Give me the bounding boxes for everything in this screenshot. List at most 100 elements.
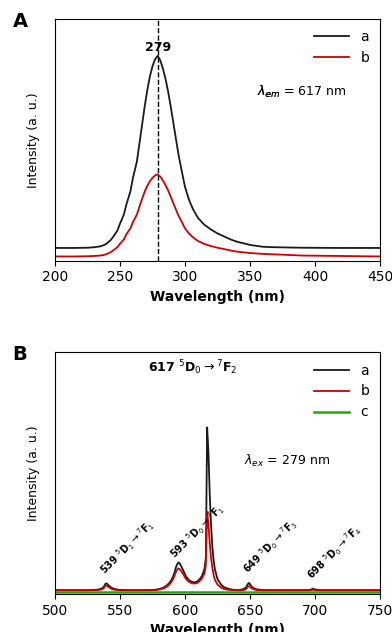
b: [166, 186, 171, 194]
a: [145, 87, 150, 94]
Text: B: B: [13, 345, 27, 364]
b: [274, 251, 278, 258]
a: [72, 244, 77, 252]
b: [300, 252, 305, 259]
Text: 593 $^5$D$_0$$\rightarrow$$^7$F$_1$: 593 $^5$D$_0$$\rightarrow$$^7$F$_1$: [167, 501, 228, 562]
a: [180, 171, 185, 178]
a: [171, 119, 176, 126]
Y-axis label: Intensity (a. u.): Intensity (a. u.): [27, 92, 40, 188]
b: [122, 236, 126, 243]
a: [176, 151, 181, 159]
a: [196, 214, 200, 222]
Text: 649 $^5$D$_0$$\rightarrow$$^7$F$_3$: 649 $^5$D$_0$$\rightarrow$$^7$F$_3$: [240, 516, 301, 578]
b: [168, 193, 173, 200]
a: [261, 243, 265, 251]
b: [378, 586, 383, 594]
b: [85, 252, 90, 260]
a: [150, 63, 155, 70]
a: [155, 52, 160, 59]
b: [228, 246, 233, 254]
b: [118, 240, 122, 248]
Text: 617 $^5$D$_0$$\rightarrow$$^7$F$_2$: 617 $^5$D$_0$$\rightarrow$$^7$F$_2$: [148, 359, 238, 377]
b: [319, 586, 324, 594]
a: [209, 226, 213, 233]
b: [165, 583, 169, 590]
a: [168, 102, 173, 110]
b: [196, 237, 200, 245]
b: [171, 574, 176, 582]
a: [183, 183, 187, 191]
a: [222, 233, 227, 240]
b: [124, 230, 129, 238]
b: [105, 250, 109, 258]
Text: 698 $^5$D$_0$$\rightarrow$$^7$F$_4$: 698 $^5$D$_0$$\rightarrow$$^7$F$_4$: [303, 522, 365, 583]
a: [134, 158, 139, 166]
a: [171, 572, 176, 580]
a: [131, 174, 135, 181]
a: [378, 586, 383, 594]
b: [202, 240, 207, 248]
b: [205, 508, 209, 516]
b: [176, 212, 181, 219]
Text: A: A: [13, 12, 28, 31]
a: [339, 244, 343, 252]
b: [115, 586, 120, 594]
b: [161, 177, 165, 185]
a: [205, 423, 209, 431]
a: [166, 88, 171, 95]
a: [161, 64, 165, 72]
a: [248, 241, 252, 249]
b: [134, 211, 139, 219]
b: [183, 224, 187, 232]
b: [378, 253, 383, 260]
b: [163, 181, 168, 189]
a: [128, 188, 133, 195]
a: [187, 196, 191, 204]
b: [142, 188, 147, 195]
b: [192, 580, 196, 587]
b: [72, 253, 77, 260]
b: [109, 248, 113, 256]
a: [191, 205, 195, 212]
a: [228, 236, 233, 243]
b: [53, 586, 57, 594]
b: [261, 250, 265, 258]
b: [180, 219, 185, 227]
a: [105, 240, 109, 247]
a: [122, 211, 126, 219]
a: [124, 200, 129, 208]
b: [215, 244, 220, 252]
a: [111, 233, 116, 240]
a: [319, 586, 324, 594]
b: [140, 195, 144, 203]
b: [128, 224, 133, 232]
a: [142, 102, 147, 110]
a: [158, 57, 163, 64]
b: [187, 229, 191, 237]
a: [147, 73, 152, 80]
Text: 539 $^5$D$_1$$\rightarrow$$^7$F$_1$: 539 $^5$D$_1$$\rightarrow$$^7$F$_1$: [96, 518, 157, 578]
b: [248, 249, 252, 257]
a: [235, 238, 240, 245]
b: [98, 252, 103, 259]
a: [109, 236, 113, 244]
b: [191, 233, 195, 241]
a: [174, 135, 178, 142]
a: [137, 140, 142, 147]
X-axis label: Wavelength (nm): Wavelength (nm): [150, 623, 285, 632]
a: [115, 586, 120, 593]
Text: $\lambda_{em}$ = 617 nm: $\lambda_{em}$ = 617 nm: [257, 83, 346, 99]
b: [111, 246, 116, 254]
b: [102, 251, 107, 258]
b: [209, 242, 213, 250]
b: [235, 248, 240, 255]
a: [153, 56, 158, 63]
b: [153, 172, 158, 179]
Legend: a, b, c: a, b, c: [310, 360, 373, 423]
b: [53, 253, 57, 260]
a: [165, 581, 169, 589]
b: [174, 206, 178, 214]
Line: a: a: [55, 427, 380, 590]
b: [150, 174, 155, 181]
b: [92, 252, 96, 260]
